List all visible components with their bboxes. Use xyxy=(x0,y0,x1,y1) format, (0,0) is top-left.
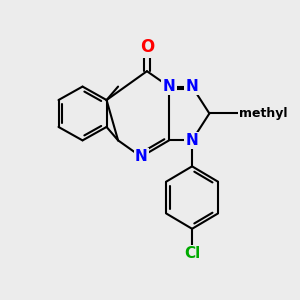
Text: N: N xyxy=(186,79,199,94)
Text: N: N xyxy=(186,133,199,148)
Text: N: N xyxy=(163,79,176,94)
Text: O: O xyxy=(140,38,154,56)
Text: methyl: methyl xyxy=(239,107,288,120)
Text: Cl: Cl xyxy=(184,246,200,261)
Text: N: N xyxy=(135,149,148,164)
